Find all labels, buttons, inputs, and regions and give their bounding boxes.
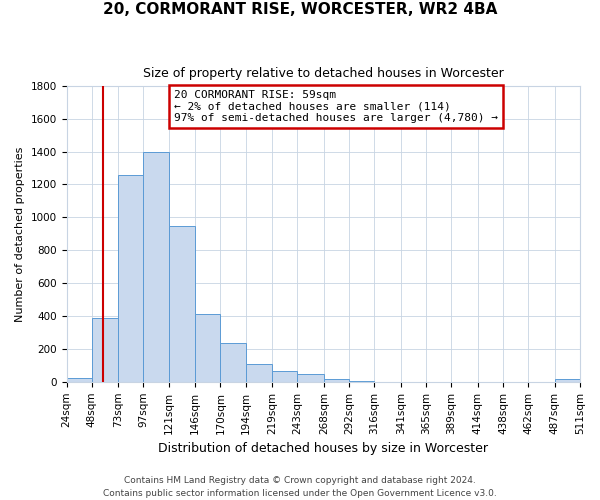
Title: Size of property relative to detached houses in Worcester: Size of property relative to detached ho… [143,68,503,80]
Y-axis label: Number of detached properties: Number of detached properties [15,146,25,322]
Bar [195,314,220,382]
Text: Contains HM Land Registry data © Crown copyright and database right 2024.
Contai: Contains HM Land Registry data © Crown c… [103,476,497,498]
Bar [246,364,272,382]
Bar [298,374,324,382]
X-axis label: Distribution of detached houses by size in Worcester: Distribution of detached houses by size … [158,442,488,455]
Bar [220,343,246,382]
Bar [67,378,92,382]
Bar [118,176,143,382]
Text: 20 CORMORANT RISE: 59sqm
← 2% of detached houses are smaller (114)
97% of semi-d: 20 CORMORANT RISE: 59sqm ← 2% of detache… [175,90,499,124]
Text: 20, CORMORANT RISE, WORCESTER, WR2 4BA: 20, CORMORANT RISE, WORCESTER, WR2 4BA [103,2,497,18]
Bar [554,380,580,382]
Bar [272,371,298,382]
Bar [349,381,374,382]
Bar [324,380,349,382]
Bar [169,226,195,382]
Bar [143,152,169,382]
Bar [92,318,118,382]
